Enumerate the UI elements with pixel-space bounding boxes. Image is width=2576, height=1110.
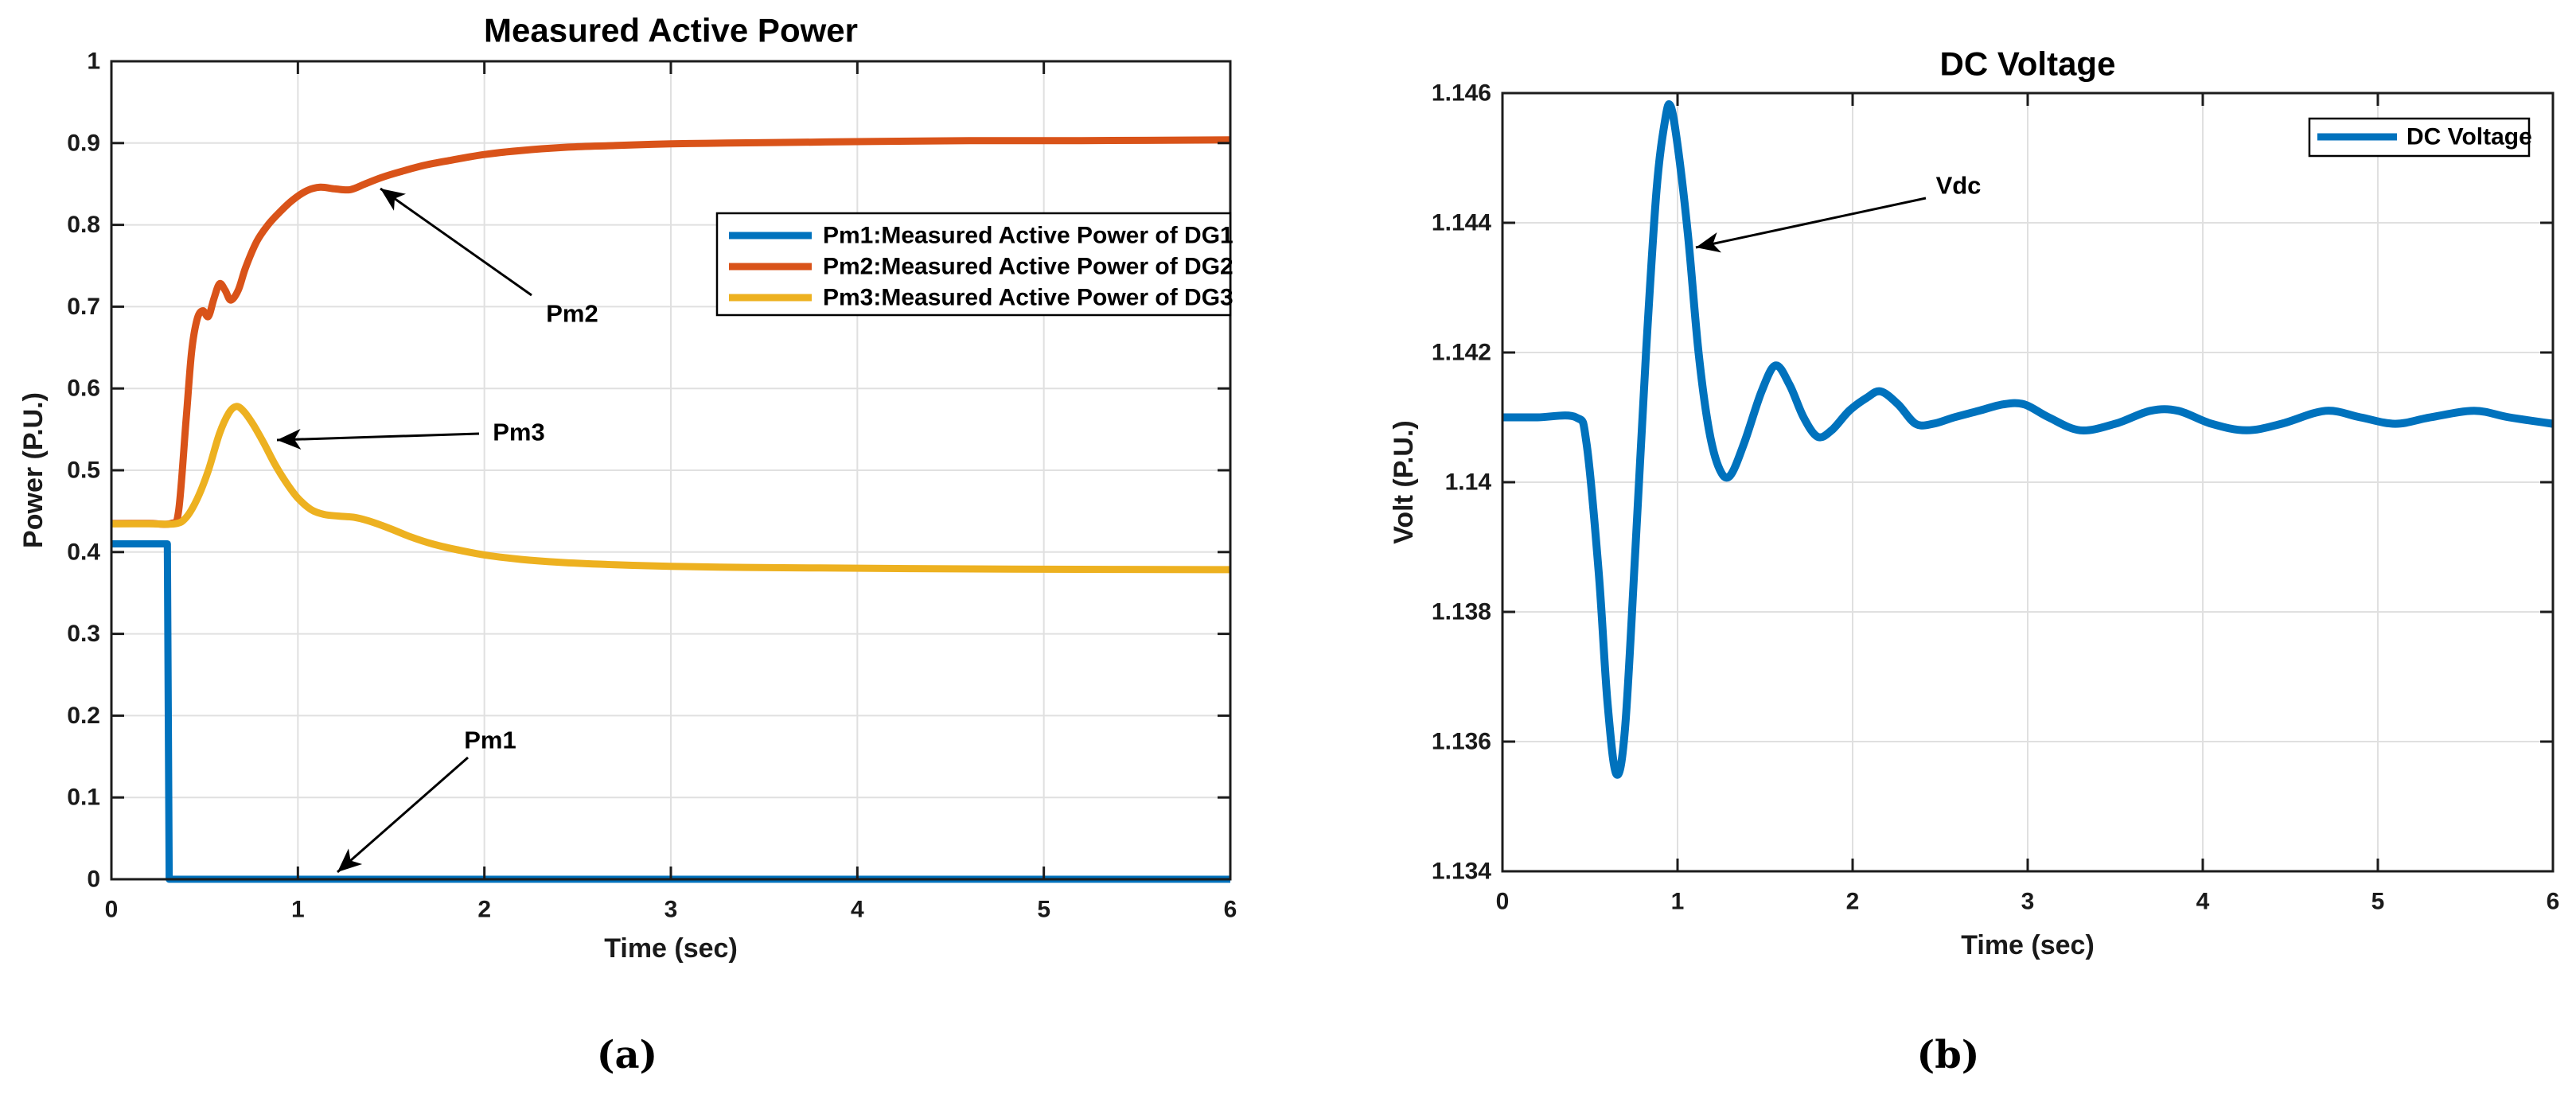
legend-item-label: Pm1:Measured Active Power of DG1 [823,223,1233,249]
y-tick-label: 0.1 [67,785,100,811]
y-tick-label: 0.2 [67,703,100,729]
annotation-label: Vdc [1936,172,1982,200]
series-pm2-line [111,136,1231,528]
y-tick-label: 1.138 [1432,599,1491,625]
axes-frame [1501,92,2555,873]
y-tick-label: 1.134 [1432,859,1491,885]
y-tick-label: 1.142 [1432,340,1491,366]
tick-labels: 0 1 2 3 4 5 6 1.134 1.136 1.138 1.14 1.142 1.144 1.14… [1432,80,2559,915]
x-tick-label: 6 [2547,889,2560,915]
annotation-arrow [380,187,532,297]
chart-dc-voltage: 0 1 2 3 4 5 6 1.134 1.136 1.138 1.14 1.142 1.144 1.14… [1389,45,2559,961]
y-tick-label: 1.146 [1432,80,1491,107]
series-pm3-line [111,403,1231,574]
y-tick-label: 0 [87,867,100,893]
y-tick-label: 1.136 [1432,729,1491,755]
annotation-label: Pm3 [493,419,544,446]
chart-title: Measured Active Power [484,12,858,49]
x-tick-label: 0 [105,897,119,923]
axes-frame [110,60,1232,881]
y-tick-label: 0.3 [67,621,100,647]
y-tick-label: 0.8 [67,212,100,238]
annotation-label: Pm1 [464,726,516,754]
x-axis-label: Time (sec) [604,933,738,964]
x-tick-label: 4 [2196,889,2210,915]
caption-a: (a) [596,1033,658,1077]
annotation-label: Pm2 [546,300,598,328]
chart-title: DC Voltage [1940,45,2116,83]
legend: Pm1:Measured Active Power of DG1 Pm2:Meas… [715,212,1233,317]
y-tick-label: 1.14 [1445,469,1492,496]
annotations: Vdc [1695,172,1982,253]
y-tick-label: 0.4 [67,539,100,565]
x-tick-label: 1 [291,897,305,923]
series-group [1502,100,2554,779]
x-tick-label: 3 [2021,889,2035,915]
y-tick-label: 1 [87,49,100,75]
x-tick-label: 0 [1496,889,1510,915]
annotations: Pm2 Pm3 Pm1 [276,187,598,874]
y-tick-label: 0.6 [67,376,100,402]
legend-item-label: Pm2:Measured Active Power of DG2 [823,254,1233,280]
y-tick-label: 0.5 [67,458,100,484]
y-axis-label: Volt (P.U.) [1389,420,1419,544]
y-tick-label: 0.9 [67,130,100,156]
annotation-arrow [337,756,469,874]
annotation-arrow [1695,197,1927,253]
series-dc-voltage-line [1502,100,2554,779]
caption-b: (b) [1916,1033,1980,1077]
x-tick-label: 2 [477,897,491,923]
y-tick-label: 1.144 [1432,210,1491,236]
legend-item-label: Pm3:Measured Active Power of DG3 [823,285,1233,311]
chart-active-power: 0 1 2 3 4 5 6 0 0.1 0.2 0.3 0.4 0.5 0.6 0.7 0.8 0.9 1 Meas… [18,12,1237,964]
x-tick-label: 1 [1671,889,1685,915]
x-tick-label: 4 [851,897,864,923]
legend-item-label: DC Voltage [2406,124,2532,150]
x-tick-label: 6 [1224,897,1237,923]
y-tick-label: 0.7 [67,294,100,320]
y-axis-label: Power (P.U.) [18,392,49,548]
x-tick-label: 3 [664,897,678,923]
x-tick-label: 5 [2371,889,2385,915]
x-axis-label: Time (sec) [1961,930,2095,960]
x-tick-label: 2 [1846,889,1860,915]
legend: DC Voltage [2308,117,2532,158]
x-tick-label: 5 [1037,897,1050,923]
annotation-arrow [276,429,480,450]
tick-labels: 0 1 2 3 4 5 6 0 0.1 0.2 0.3 0.4 0.5 0.6 0.7 0.8 0.9 1 [67,49,1237,923]
gridlines [1502,93,2553,871]
